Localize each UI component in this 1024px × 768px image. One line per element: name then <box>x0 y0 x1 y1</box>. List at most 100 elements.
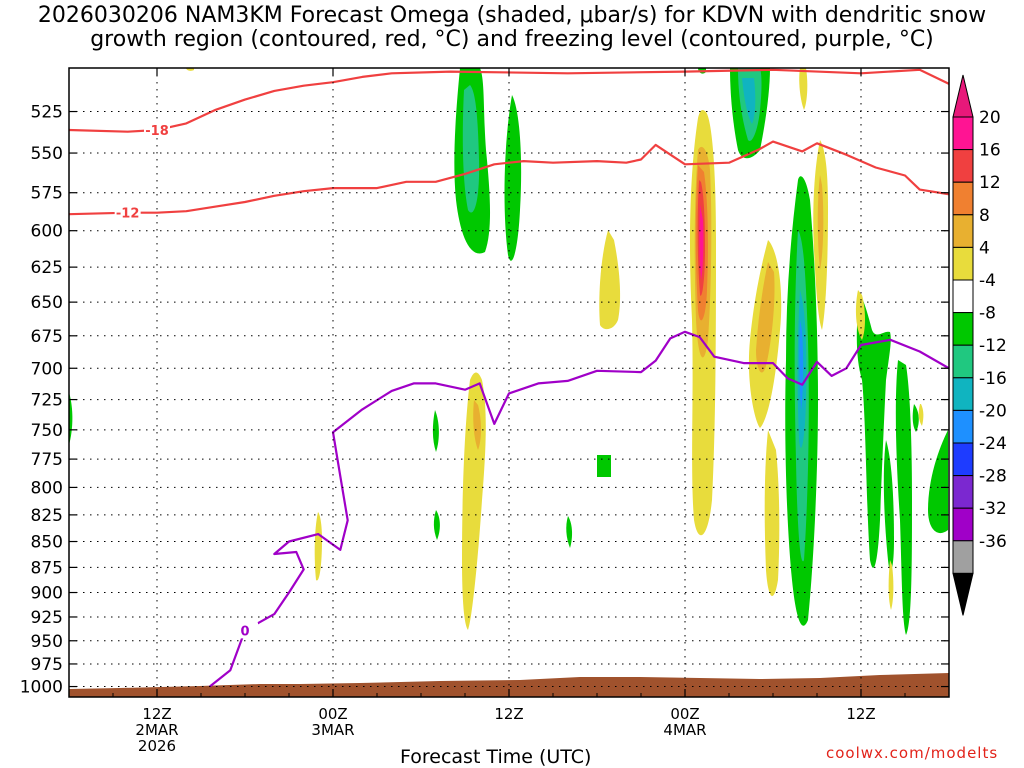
omega-region <box>918 404 924 426</box>
y-tick-label: 650 <box>31 293 63 313</box>
colorbar-bin <box>952 409 974 444</box>
colorbar-bin <box>952 507 974 542</box>
colorbar-label: 4 <box>979 238 990 258</box>
colorbar-bin <box>952 279 974 314</box>
colorbar-extend-bottom <box>952 572 974 616</box>
x-tick-label: 12Z <box>142 705 171 723</box>
y-tick-label: 600 <box>31 222 63 242</box>
omega-region <box>799 68 808 110</box>
colorbar-label: -36 <box>979 532 1007 552</box>
y-tick-label: 725 <box>31 391 63 411</box>
colorbar-label: -24 <box>979 434 1007 454</box>
colorbar-label: -12 <box>979 336 1007 356</box>
x-tick-label: 12Z <box>846 705 875 723</box>
y-tick-label: 825 <box>31 506 63 526</box>
y-tick-label: 925 <box>31 608 63 628</box>
y-tick-label: 1000 <box>20 678 63 698</box>
omega-region <box>888 560 894 610</box>
colorbar-label: 16 <box>979 141 1001 161</box>
omega-region <box>764 430 780 597</box>
omega-region <box>912 404 919 432</box>
omega-region <box>599 230 621 330</box>
colorbar-bin <box>952 344 974 379</box>
x-tick-label: 4MAR <box>663 721 706 739</box>
omega-region <box>817 175 824 270</box>
contour-label: 0 <box>240 624 249 639</box>
colorbar-extend-top <box>952 74 974 118</box>
omega-region <box>883 440 894 571</box>
x-axis-title: Forecast Time (UTC) <box>400 746 592 768</box>
omega-shading <box>69 68 948 635</box>
y-tick-label: 850 <box>31 533 63 553</box>
y-tick-label: 900 <box>31 584 63 604</box>
y-tick-label: 875 <box>31 558 63 578</box>
colorbar-bin <box>952 246 974 281</box>
x-tick-label: 12Z <box>494 705 523 723</box>
contour-label: -12 <box>116 207 140 222</box>
y-tick-label: 775 <box>31 450 63 470</box>
colorbar-bin <box>952 312 974 346</box>
y-tick-label: 550 <box>31 144 63 164</box>
colorbar-label: -28 <box>979 467 1007 487</box>
y-tick-label: 625 <box>31 258 63 278</box>
y-tick-label: 750 <box>31 421 63 441</box>
x-tick-label: 2026 <box>138 737 176 755</box>
omega-region <box>895 360 912 635</box>
colorbar: 20 16 12 8 4 -4 -8 -12 -16 -20 -24 -28 -32 -36 <box>952 74 1007 616</box>
colorbar-bin <box>952 116 974 151</box>
y-tick-label: 950 <box>31 632 63 652</box>
colorbar-label: -4 <box>979 271 996 291</box>
colorbar-bin <box>952 214 974 248</box>
omega-region <box>597 455 611 477</box>
contour-labels: -18 -12 0 <box>114 122 258 639</box>
omega-region <box>314 512 322 581</box>
colorbar-bin <box>952 149 974 183</box>
colorbar-label: -16 <box>979 369 1007 389</box>
omega-region <box>742 78 756 124</box>
contour-0 <box>209 330 949 688</box>
omega-region <box>756 262 775 373</box>
omega-region <box>856 295 891 568</box>
colorbar-label: -32 <box>979 499 1007 519</box>
contour-label: -18 <box>145 124 169 139</box>
contour-label-bg <box>144 122 170 139</box>
y-tick-label: 575 <box>31 184 63 204</box>
omega-region <box>69 392 73 445</box>
colorbar-bin <box>952 540 974 574</box>
contour--18 <box>69 68 949 133</box>
chart-title: 2026030206 NAM3KM Forecast Omega (shaded… <box>37 3 987 52</box>
x-tick-label: 2MAR <box>135 721 178 739</box>
x-tick-label: 00Z <box>670 705 699 723</box>
omega-region <box>433 510 440 540</box>
omega-region <box>462 85 480 213</box>
y-tick-label: 975 <box>31 655 63 675</box>
contour-label-bg <box>232 622 258 639</box>
y-tick-label: 675 <box>31 327 63 347</box>
y-axis: 525 550 575 600 625 650 675 700 725 750 775 800 825 8… <box>20 103 949 698</box>
colorbar-label: -8 <box>979 304 996 324</box>
y-tick-label: 525 <box>31 103 63 123</box>
omega-region <box>473 400 481 450</box>
y-tick-label: 800 <box>31 478 63 498</box>
x-tick-label: 3MAR <box>311 721 354 739</box>
colorbar-label: 8 <box>979 206 990 226</box>
omega-region <box>432 410 439 452</box>
colorbar-bin <box>952 442 974 477</box>
site-credit[interactable]: coolwx.com/modelts <box>826 744 999 762</box>
colorbar-bin <box>952 475 974 509</box>
colorbar-bin <box>952 181 974 216</box>
colorbar-bin <box>952 377 974 411</box>
colorbar-label: 20 <box>979 108 1001 128</box>
contour-label-bg <box>114 204 141 221</box>
omega-region <box>504 95 522 261</box>
omega-region <box>855 290 865 340</box>
omega-region <box>699 205 704 280</box>
colorbar-label: -20 <box>979 401 1007 421</box>
omega-region <box>928 430 948 534</box>
colorbar-label: 12 <box>979 173 1001 193</box>
y-tick-label: 700 <box>31 359 63 379</box>
omega-region <box>799 320 804 410</box>
omega-region <box>566 516 573 548</box>
